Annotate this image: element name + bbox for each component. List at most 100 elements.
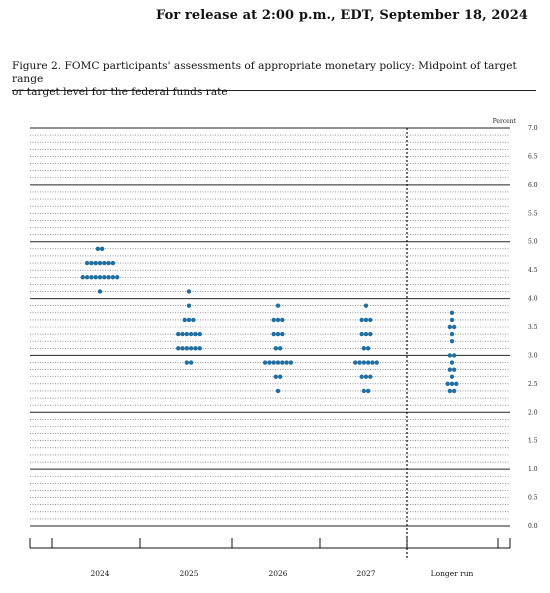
participant-dot — [447, 353, 453, 358]
y-tick-label: 0.0 — [528, 523, 538, 530]
figure-title-line-1: Figure 2. FOMC participants' assessments… — [12, 60, 517, 85]
participant-dot — [188, 360, 194, 365]
dots-layer — [80, 246, 459, 394]
participant-dot — [267, 360, 272, 365]
participant-dot — [110, 275, 116, 280]
participant-dot — [186, 303, 192, 308]
participant-dot — [271, 331, 276, 337]
y-tick-label: 2.0 — [528, 409, 538, 416]
x-category-label: 2027 — [356, 569, 375, 578]
participant-dot — [273, 346, 279, 351]
participant-dot — [280, 360, 285, 365]
y-tick-label: 5.5 — [528, 210, 538, 217]
participant-dot — [180, 331, 185, 337]
participant-dot — [365, 388, 371, 394]
participant-dot — [275, 303, 281, 308]
participant-dot — [275, 360, 281, 365]
x-category-label: Longer run — [431, 569, 474, 578]
y-tick-label: 1.5 — [528, 438, 538, 445]
participant-dot — [368, 331, 373, 337]
x-category-label: 2026 — [268, 569, 287, 578]
y-tick-label: 4.5 — [528, 267, 538, 274]
grid-layer — [30, 127, 510, 527]
participant-dot — [271, 317, 276, 323]
participant-dot — [275, 331, 281, 337]
y-tick-label: 5.0 — [528, 239, 538, 246]
participant-dot — [93, 275, 98, 280]
participant-dot — [280, 331, 285, 337]
participant-dot — [353, 360, 358, 365]
participant-dot — [363, 317, 369, 323]
participant-dot — [370, 360, 375, 365]
participant-dot — [188, 331, 194, 337]
participant-dot — [368, 374, 373, 379]
participant-dot — [277, 346, 283, 351]
title-rule — [12, 90, 536, 91]
participant-dot — [363, 374, 369, 379]
participant-dot — [184, 360, 190, 365]
participant-dot — [115, 275, 120, 280]
participant-dot — [449, 360, 455, 365]
participant-dot — [262, 360, 268, 365]
participant-dot — [288, 360, 294, 365]
participant-dot — [89, 260, 94, 266]
participant-dot — [84, 275, 90, 280]
y-tick-label: 4.0 — [528, 296, 538, 303]
participant-dot — [454, 381, 459, 387]
participant-dot — [180, 346, 185, 351]
y-tick-label: 0.5 — [528, 495, 538, 502]
participant-dot — [447, 388, 453, 394]
participant-dot — [449, 374, 455, 379]
y-tick-label: 6.0 — [528, 182, 538, 189]
participant-dot — [451, 353, 457, 358]
participant-dot — [451, 388, 457, 394]
participant-dot — [176, 346, 181, 351]
participant-dot — [363, 303, 369, 308]
participant-dot — [449, 339, 455, 344]
x-category-label: 2025 — [179, 569, 198, 578]
participant-dot — [275, 388, 281, 394]
participant-dot — [359, 317, 364, 323]
participant-dot — [80, 275, 86, 280]
participant-dot — [106, 260, 111, 266]
y-tick-label: 1.0 — [528, 466, 538, 473]
y-tick-label: 6.5 — [528, 153, 538, 160]
participant-dot — [361, 346, 367, 351]
participant-dot — [368, 317, 373, 323]
participant-dot — [84, 260, 90, 266]
participant-dot — [102, 260, 107, 266]
participant-dot — [184, 346, 190, 351]
y-tick-label: 7.0 — [528, 125, 538, 132]
participant-dot — [277, 374, 283, 379]
participant-dot — [374, 360, 379, 365]
participant-dot — [99, 246, 105, 252]
participant-dot — [89, 275, 94, 280]
participant-dot — [363, 331, 369, 337]
participant-dot — [97, 289, 103, 294]
figure-title: Figure 2. FOMC participants' assessments… — [12, 60, 536, 99]
participant-dot — [197, 346, 202, 351]
release-notice: For release at 2:00 p.m., EDT, September… — [155, 8, 528, 23]
y-tick-label: 3.5 — [528, 324, 538, 331]
participant-dot — [359, 331, 364, 337]
participant-dot — [193, 346, 198, 351]
participant-dot — [102, 275, 107, 280]
participant-dot — [451, 367, 457, 372]
figure-title-line-2: or target level for the federal funds ra… — [12, 86, 228, 98]
participant-dot — [449, 317, 455, 323]
participant-dot — [361, 360, 367, 365]
participant-dot — [197, 331, 202, 337]
y-tick-label: 3.0 — [528, 352, 538, 359]
participant-dot — [273, 374, 279, 379]
participant-dot — [193, 331, 198, 337]
x-category-label: 2024 — [90, 569, 109, 578]
participant-dot — [449, 331, 455, 337]
participant-dot — [275, 317, 281, 323]
participant-dot — [95, 246, 101, 252]
dot-plot-chart: 0.0 0.5 1.0 1.5 2.0 2.5 3.0 3.5 4.0 4.5 5.0 5.5 6.0 6… — [29, 118, 538, 578]
participant-dot — [361, 388, 367, 394]
participant-dot — [357, 360, 362, 365]
participant-dot — [449, 381, 455, 387]
y-axis-label: Percent — [493, 118, 517, 125]
participant-dot — [271, 360, 276, 365]
